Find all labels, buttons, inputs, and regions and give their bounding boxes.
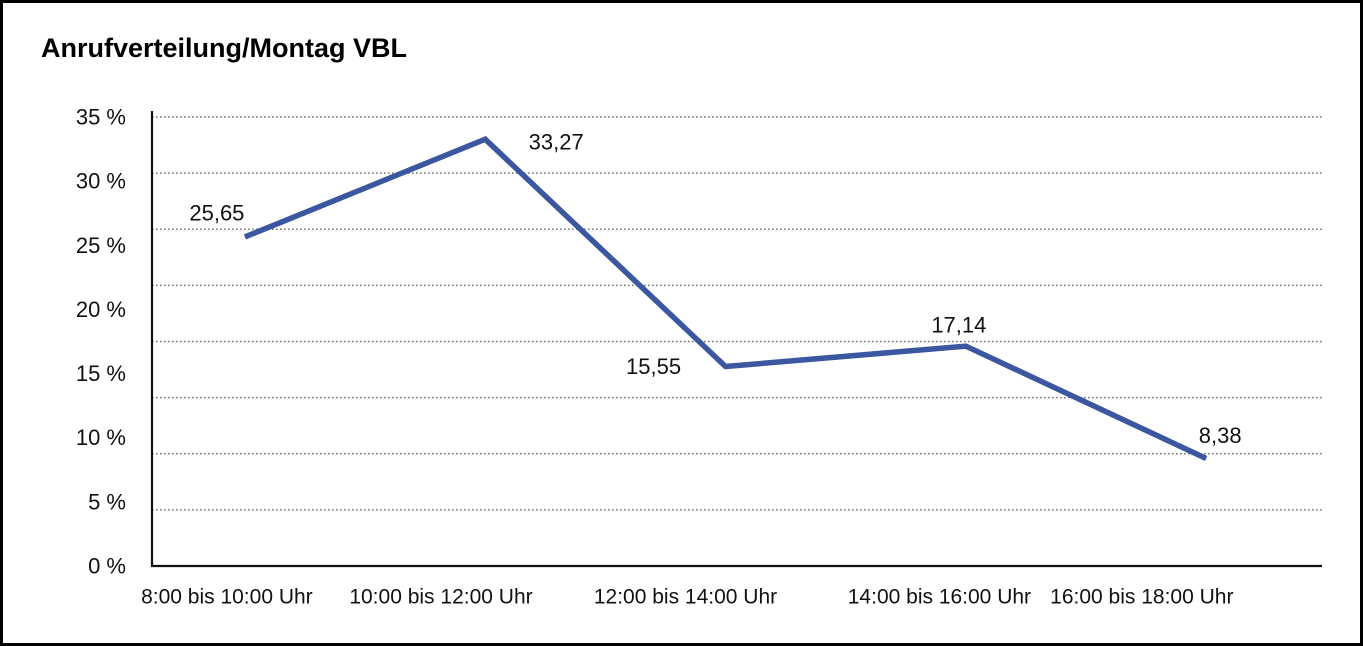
data-line	[243, 135, 1208, 461]
data-point-label: 15,55	[626, 354, 681, 379]
x-axis-tick-label: 16:00 bis 18:00 Uhr	[1050, 586, 1233, 609]
y-axis-tick-label: 0 %	[88, 554, 126, 579]
y-axis-tick-label: 30 %	[76, 169, 126, 194]
y-axis-tick-label: 25 %	[76, 233, 126, 258]
line-chart-canvas: 35 % 30 % 25 % 20 % 15 % 10 % 5 % 0 % 25,65 33,27…	[76, 105, 1322, 609]
x-axis-tick-label: 8:00 bis 10:00 Uhr	[141, 586, 313, 609]
y-axis-tick-label: 10 %	[76, 425, 126, 450]
data-point-label: 8,38	[1199, 423, 1242, 448]
y-axis-tick-label: 35 %	[76, 105, 126, 130]
data-point-label: 25,65	[189, 200, 244, 225]
chart-title: Anrufverteilung/Montag VBL	[41, 33, 407, 63]
data-point-label: 17,14	[931, 313, 986, 338]
y-axis-tick-label: 5 %	[88, 489, 126, 514]
x-axis-tick-label: 10:00 bis 12:00 Uhr	[349, 586, 532, 609]
y-axis-tick-label: 15 %	[76, 361, 126, 386]
data-point-label: 33,27	[529, 130, 584, 155]
y-axis-tick-label: 20 %	[76, 297, 126, 322]
x-axis-tick-label: 12:00 bis 14:00 Uhr	[594, 586, 777, 609]
x-axis-tick-label: 14:00 bis 16:00 Uhr	[848, 586, 1031, 609]
